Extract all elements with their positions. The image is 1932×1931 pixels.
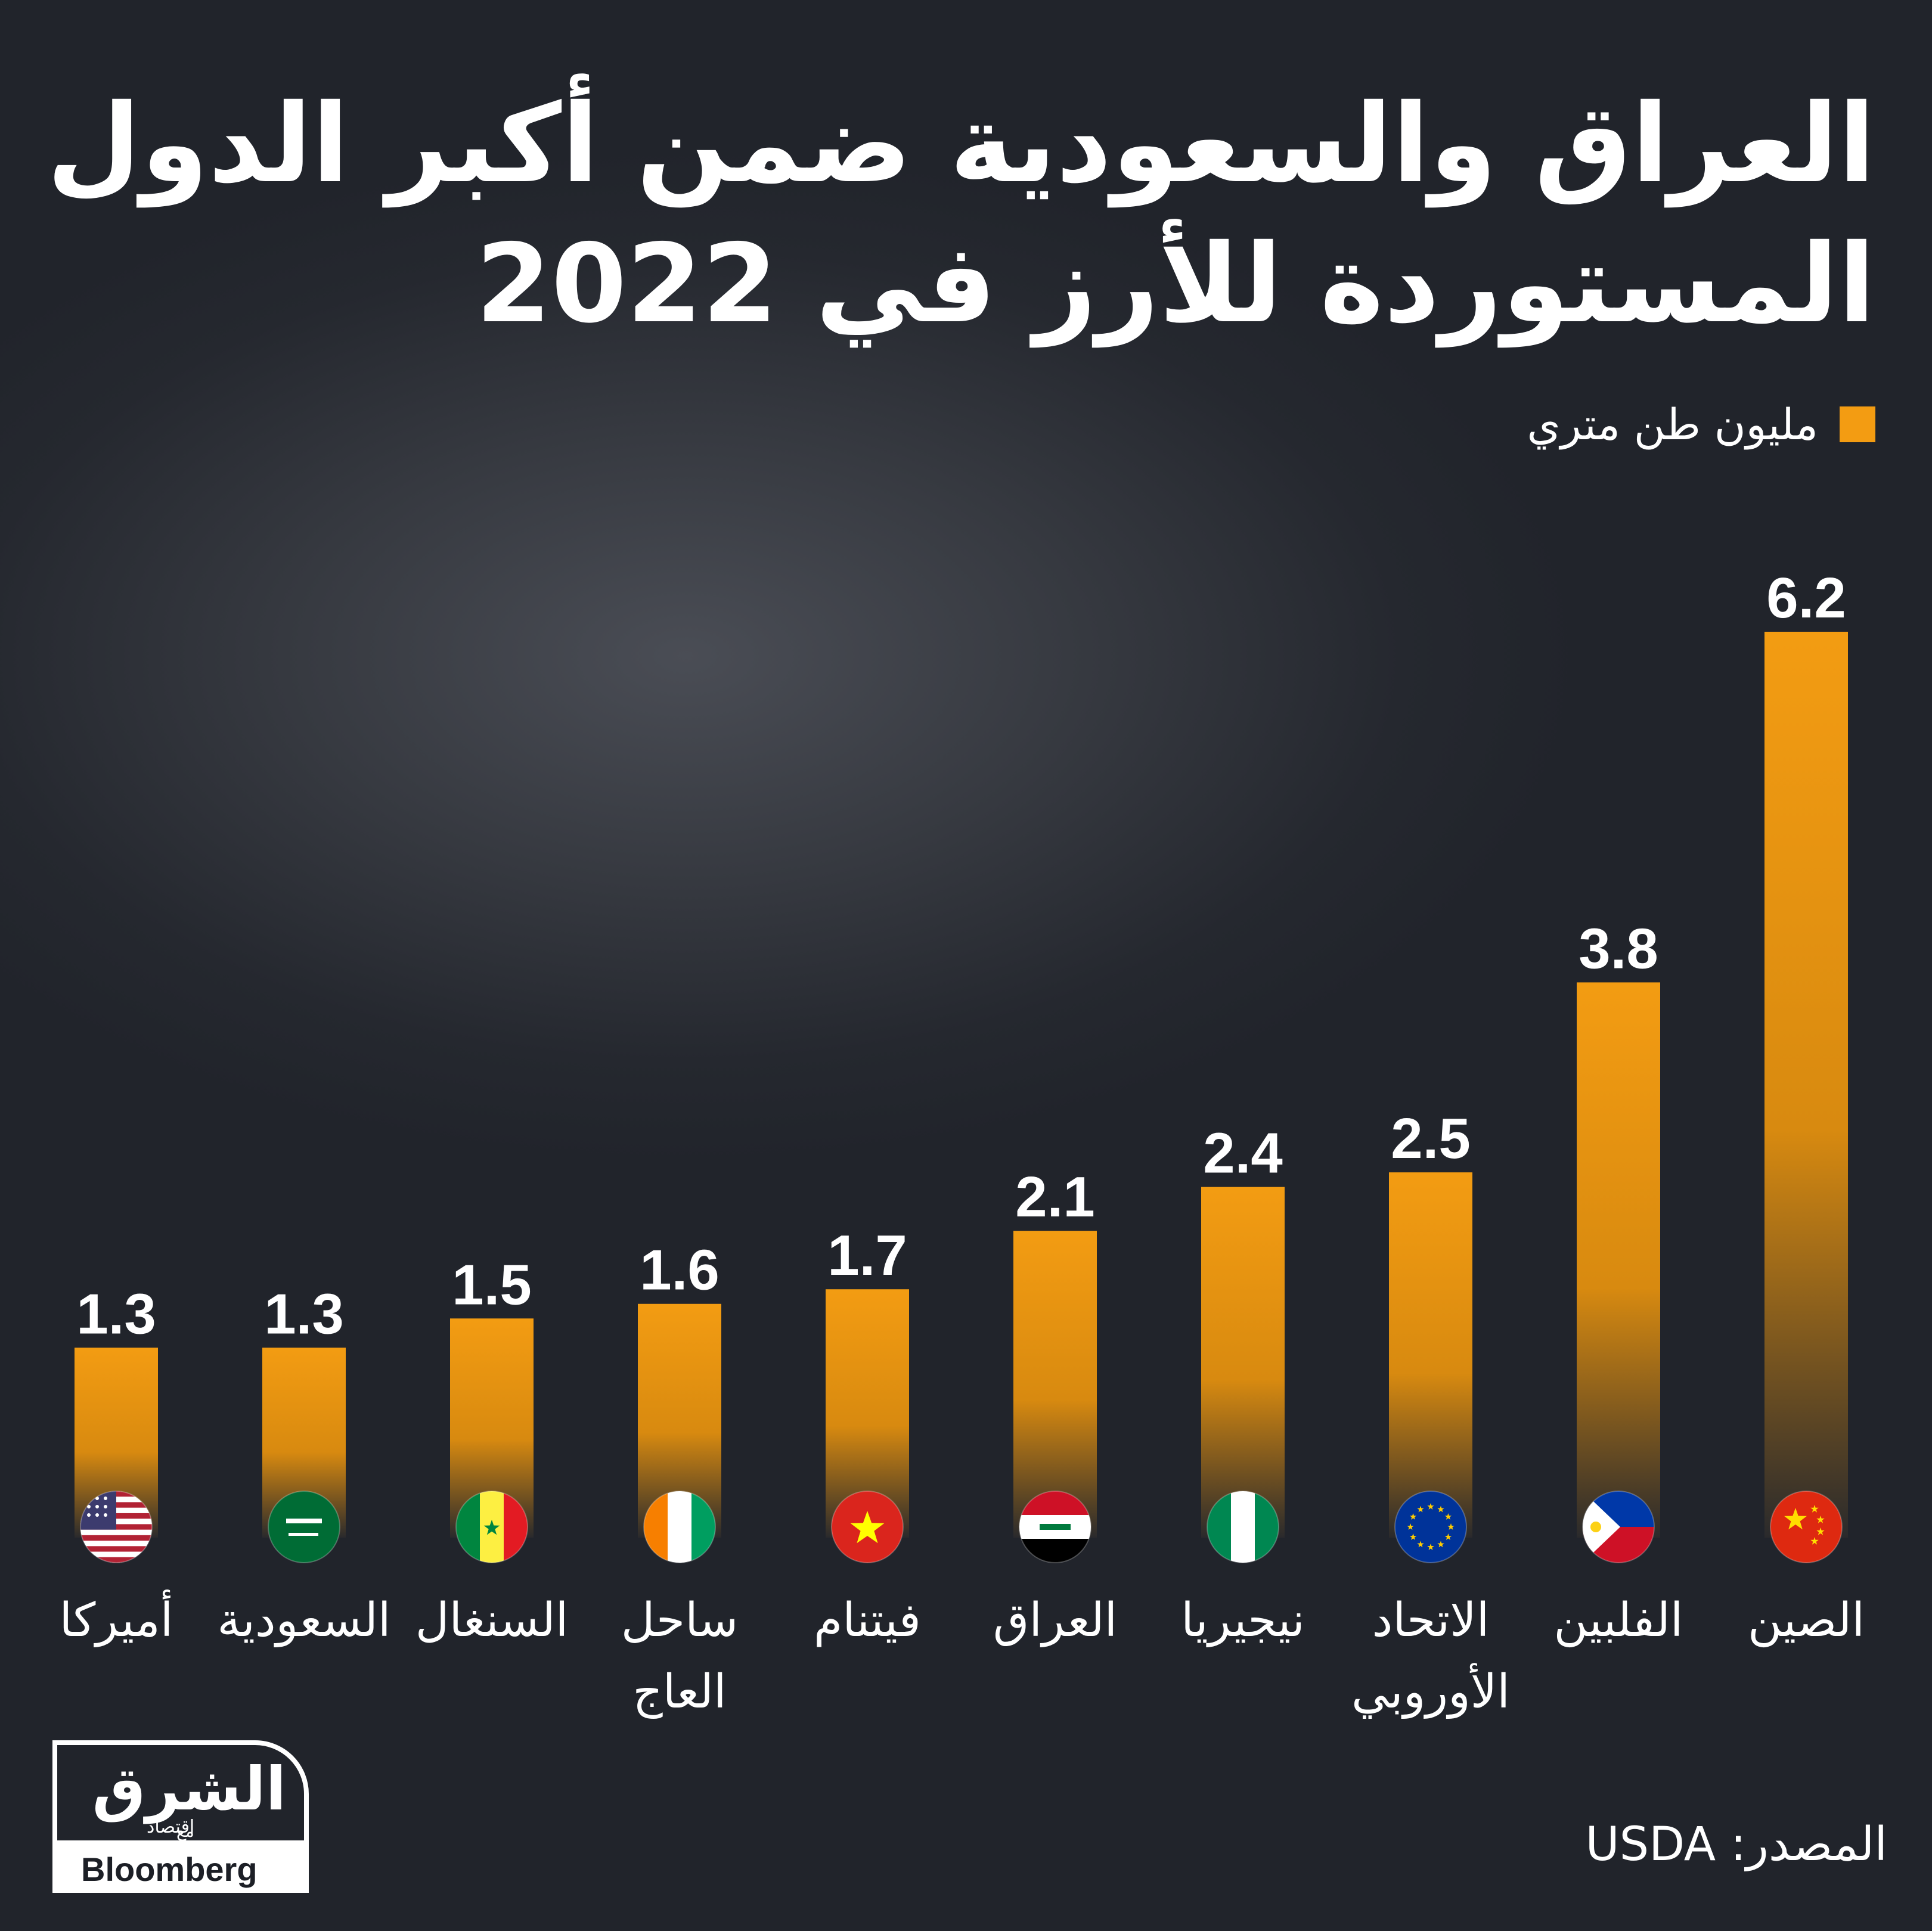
legend-swatch [1840, 406, 1875, 442]
value-label-3: 2.4 [1203, 1122, 1282, 1185]
bar-3 [1201, 1187, 1285, 1538]
value-label-6: 1.6 [640, 1238, 719, 1302]
category-label-9: أميركا [60, 1589, 173, 1648]
senegal-flag-icon [455, 1491, 528, 1563]
chart-title-line-1: العراق والسعودية ضمن أكبر الدول [46, 80, 1875, 207]
logo-strip [52, 1840, 309, 1893]
category-label-8: السعودية [217, 1594, 390, 1648]
category-label-4: العراق [993, 1594, 1117, 1648]
value-label-0: 6.2 [1766, 566, 1846, 630]
category-label-6-line-0: ساحل [621, 1594, 738, 1647]
logo-bloomberg-text: Bloomberg [81, 1851, 258, 1888]
logo-iqtisad-text: اقتصاد [147, 1817, 195, 1837]
legend-label: مليون طن متري [1527, 399, 1818, 449]
nigeria-flag-icon [1207, 1491, 1279, 1563]
saudi-flag-icon [268, 1491, 340, 1563]
category-label-7: السنغال [415, 1594, 569, 1647]
usa-flag-icon [80, 1491, 153, 1563]
bar-0 [1764, 632, 1848, 1538]
category-label-5: فيتنام [814, 1594, 921, 1647]
bar-1 [1577, 982, 1660, 1538]
category-label-2-line-1: الأوروبي [1351, 1663, 1510, 1719]
eu-flag-icon [1394, 1491, 1467, 1563]
vietnam-flag-icon [831, 1491, 904, 1563]
category-label-3: نيجيريا [1181, 1594, 1305, 1648]
ivory-coast-flag-icon [643, 1491, 716, 1563]
value-label-4: 2.1 [1015, 1165, 1094, 1229]
value-label-1: 3.8 [1579, 917, 1658, 980]
source-note: المصدر: USDA [1585, 1818, 1887, 1871]
philippines-flag-icon [1582, 1491, 1655, 1563]
iraq-flag-icon [1019, 1491, 1091, 1563]
category-label-1: الفلبين [1553, 1594, 1683, 1648]
value-label-5: 1.7 [827, 1224, 907, 1287]
logo-with-text: مع [176, 1821, 194, 1841]
value-label-7: 1.5 [452, 1253, 531, 1317]
value-label-8: 1.3 [264, 1282, 343, 1346]
china-flag-icon [1770, 1491, 1843, 1563]
logo-asharq-text: الشرق [92, 1754, 286, 1824]
asharq-bloomberg-logo: الشرق اقتصاد مع Bloomberg [52, 1740, 309, 1893]
category-label-0: الصين [1748, 1594, 1865, 1648]
bar-2 [1389, 1172, 1472, 1538]
legend: مليون طن متري [1527, 399, 1875, 449]
bar-4 [1013, 1231, 1097, 1538]
category-label-2-line-0: الاتحاد [1372, 1594, 1490, 1647]
category-label-6-line-1: العاج [632, 1665, 726, 1719]
value-label-9: 1.3 [76, 1282, 156, 1346]
value-label-2: 2.5 [1391, 1107, 1470, 1171]
chart-title-line-2: المستوردة للأرز في 2022 [476, 221, 1875, 347]
